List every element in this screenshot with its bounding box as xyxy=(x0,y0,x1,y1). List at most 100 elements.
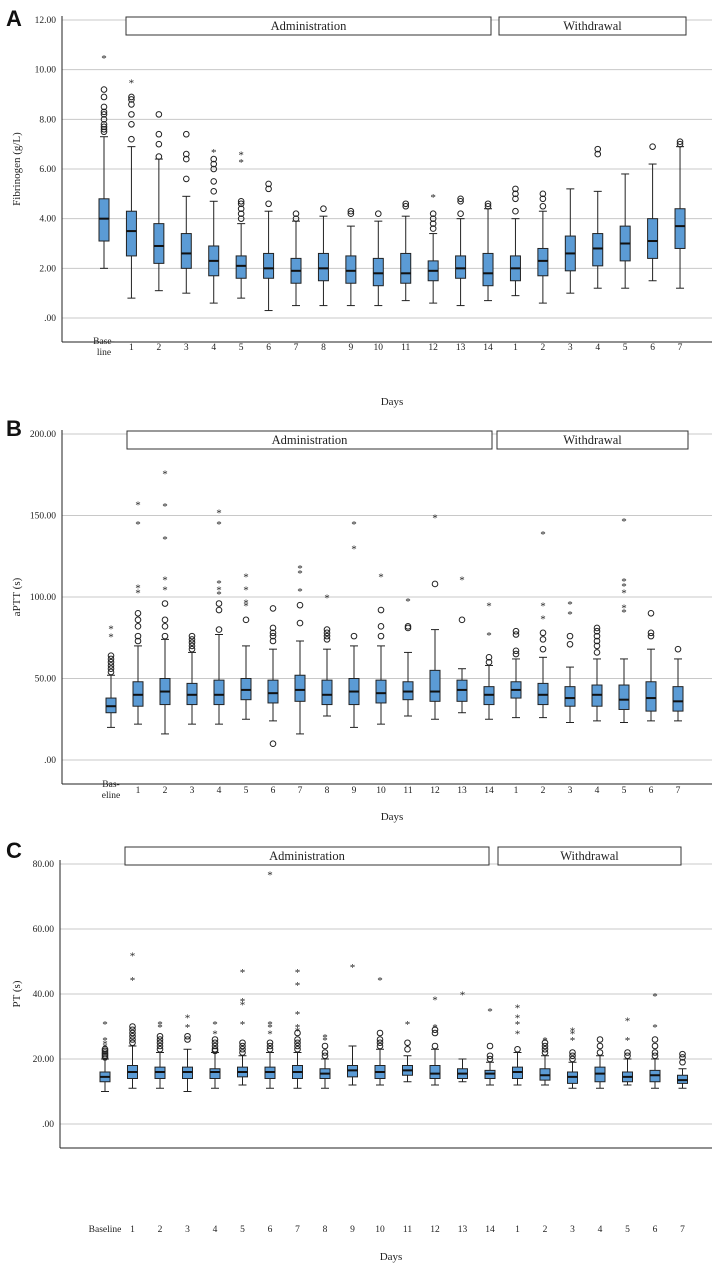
box-iqr xyxy=(400,252,412,284)
outlier-point xyxy=(294,1039,301,1047)
x-tick-label-line: 14 xyxy=(483,343,493,353)
extreme-point: * xyxy=(157,1019,163,1031)
x-tick-label-line: 1 xyxy=(136,786,141,796)
extreme-point: * xyxy=(324,593,330,605)
x-tick-label: 6 xyxy=(268,1225,273,1235)
x-tick-label: 11 xyxy=(403,786,412,796)
y-tick-label: 4.00 xyxy=(39,215,56,225)
x-tick-label: 2 xyxy=(543,1225,548,1235)
box-3: ** xyxy=(182,1012,193,1092)
x-tick-label-line: 10 xyxy=(374,343,384,353)
outlier-point xyxy=(101,1045,109,1053)
outlier-point xyxy=(100,116,108,123)
outlier-point xyxy=(237,205,245,213)
outlier-point xyxy=(182,150,190,158)
box-13: * xyxy=(456,575,468,714)
x-tick-label: 11 xyxy=(403,1225,412,1235)
outlier-point xyxy=(651,1036,659,1043)
extreme-point: * xyxy=(621,516,627,528)
outlier-point xyxy=(100,123,108,131)
x-tick-label-line: 14 xyxy=(484,786,494,796)
phase-banner-administration xyxy=(124,846,490,866)
outlier-point xyxy=(323,629,331,637)
extreme-point: * xyxy=(130,975,136,987)
box-0: ** xyxy=(105,623,117,728)
outlier-point xyxy=(156,1045,164,1053)
x-tick-label-line: 2 xyxy=(158,1225,163,1235)
outlier-point xyxy=(210,160,218,168)
extreme-point: * xyxy=(487,1006,493,1018)
box-iqr xyxy=(263,252,275,279)
extreme-point: * xyxy=(377,975,383,987)
x-tick-label-line: 11 xyxy=(403,786,412,796)
outlier-point xyxy=(404,1045,411,1053)
x-tick-label-line: 1 xyxy=(129,343,134,353)
outlier-point xyxy=(100,93,108,101)
extreme-point: * xyxy=(432,994,438,1006)
outlier-point xyxy=(188,632,196,640)
outlier-point xyxy=(647,632,655,640)
outlier-point xyxy=(100,111,108,118)
outlier-point xyxy=(647,629,655,637)
outlier-point xyxy=(651,1049,659,1056)
box-iqr xyxy=(592,233,604,267)
extreme-point: * xyxy=(570,1025,576,1037)
y-tick-label: .00 xyxy=(44,756,56,766)
x-tick-label: 2 xyxy=(163,786,168,796)
y-axis-title: Fibrinogen (g/L) xyxy=(11,132,23,206)
x-tick-label: 7 xyxy=(298,786,303,796)
box-iqr xyxy=(482,252,494,287)
outlier-point xyxy=(155,111,163,118)
x-tick-label: 12 xyxy=(430,1225,440,1235)
extreme-point: * xyxy=(267,1029,273,1041)
outlier-point xyxy=(134,610,142,617)
x-tick-label-line: 9 xyxy=(350,1225,355,1235)
box-17: *** xyxy=(567,1025,578,1089)
x-tick-label-line: 1 xyxy=(130,1225,135,1235)
box-21 xyxy=(672,645,684,722)
outlier-point xyxy=(107,652,115,659)
box-16: * xyxy=(539,1035,551,1086)
outlier-point xyxy=(237,215,245,222)
x-tick-label: 2 xyxy=(541,343,546,353)
extreme-point: * xyxy=(297,586,303,598)
box-11: * xyxy=(402,596,414,717)
outlier-point xyxy=(514,1045,521,1053)
x-tick-label-line: 12 xyxy=(430,786,440,796)
outlier-point xyxy=(679,1054,686,1061)
y-tick-label: 2.00 xyxy=(39,264,56,274)
outlier-point xyxy=(134,623,142,630)
outlier-point xyxy=(155,153,163,160)
outlier-point xyxy=(211,1042,219,1050)
x-tick-label-line: 7 xyxy=(680,1225,685,1235)
outlier-point xyxy=(128,111,135,118)
extreme-point: * xyxy=(162,469,168,481)
outlier-point xyxy=(676,140,684,148)
box-iqr xyxy=(180,233,192,269)
extreme-point: * xyxy=(238,150,244,162)
outlier-point xyxy=(376,1029,384,1037)
extreme-point: * xyxy=(135,519,141,531)
y-tick-label: 6.00 xyxy=(39,165,56,175)
outlier-point xyxy=(376,1036,384,1043)
x-tick-label: 13 xyxy=(458,1225,468,1235)
outlier-point xyxy=(377,606,385,614)
outlier-point xyxy=(321,1049,329,1056)
phase-label: Administration xyxy=(269,849,345,863)
box-17 xyxy=(564,188,576,294)
extreme-point: * xyxy=(240,1019,246,1031)
outlier-point xyxy=(129,1029,136,1037)
outlier-point xyxy=(512,631,520,638)
outlier-point xyxy=(323,636,331,643)
outlier-point xyxy=(292,215,300,222)
extreme-point: * xyxy=(322,1035,328,1047)
outlier-point xyxy=(649,143,656,150)
outlier-point xyxy=(294,1042,301,1050)
box-6: **** xyxy=(264,869,276,1089)
y-tick-label: 40.00 xyxy=(33,990,55,1000)
x-tick-label-line: 12 xyxy=(428,343,438,353)
extreme-point: * xyxy=(216,519,222,531)
extreme-point: * xyxy=(351,519,357,531)
box-1: * xyxy=(125,78,137,299)
extreme-point: * xyxy=(243,571,249,583)
